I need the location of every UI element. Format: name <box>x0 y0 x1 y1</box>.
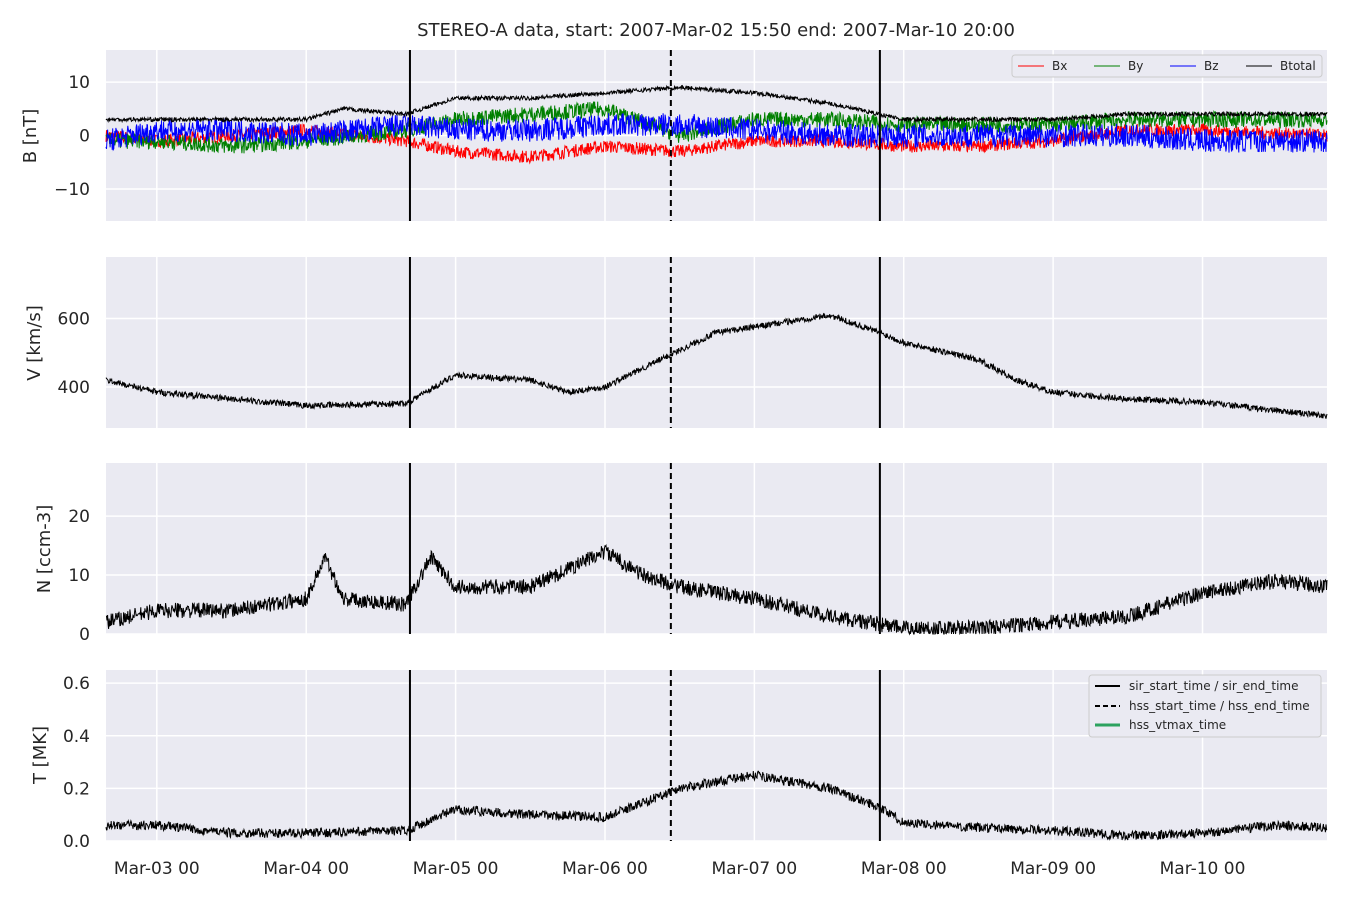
b-series-bz <box>105 113 1328 153</box>
t-legend-sir-label: sir_start_time / sir_end_time <box>1129 679 1299 693</box>
x-tick-label-6: Mar-09 00 <box>1010 859 1096 879</box>
x-tick-label-1: Mar-04 00 <box>263 859 349 879</box>
v-panel-y-ticks: 400 600 <box>58 310 90 398</box>
t-panel-event-lines <box>408 670 881 841</box>
n-panel-y-ticks: 0 10 20 <box>68 507 90 645</box>
b-panel-y-label: B [nT] <box>20 109 41 164</box>
n-panel-y-label: N [ccm-3] <box>34 505 55 594</box>
x-tick-label-3: Mar-06 00 <box>562 859 648 879</box>
chart-title: STEREO-A data, start: 2007-Mar-02 15:50 … <box>417 20 1015 41</box>
v-panel-grid <box>106 257 1327 428</box>
t-legend-vtmax-label: hss_vtmax_time <box>1129 718 1226 732</box>
n-y-tick-label-2: 20 <box>68 507 90 527</box>
n-y-tick-label-1: 10 <box>68 566 90 586</box>
t-series-t <box>105 770 1328 842</box>
v-series-v <box>105 312 1328 419</box>
b-y-tick-label-1: 0 <box>79 127 90 147</box>
t-legend-box <box>1088 674 1322 738</box>
b-panel-event-lines <box>408 50 881 221</box>
x-tick-label-5: Mar-08 00 <box>861 859 947 879</box>
b-legend-bz-label: Bz <box>1204 59 1219 73</box>
b-series-btotal <box>105 84 1328 124</box>
x-tick-label-0: Mar-03 00 <box>114 859 200 879</box>
b-field-panel: −10 0 10 B [nT] Bx By Bz Btotal <box>20 50 1328 221</box>
t-y-tick-label-3: 0.6 <box>63 674 90 694</box>
b-legend-by-label: By <box>1128 59 1143 73</box>
t-y-tick-label-0: 0.0 <box>63 832 90 852</box>
b-legend-btotal-label: Btotal <box>1280 59 1316 73</box>
t-legend: sir_start_time / sir_end_time hss_start_… <box>1088 674 1322 738</box>
b-legend: Bx By Bz Btotal <box>1011 54 1323 78</box>
t-panel-y-label: T [MK] <box>30 726 51 785</box>
b-panel-series <box>105 84 1328 165</box>
t-y-tick-label-1: 0.2 <box>63 779 90 799</box>
n-panel-background <box>106 463 1327 634</box>
v-panel-event-lines <box>408 257 881 428</box>
t-panel-series <box>105 770 1328 842</box>
b-y-tick-label-0: −10 <box>54 180 90 200</box>
b-legend-bx-label: Bx <box>1052 59 1067 73</box>
n-series-n <box>105 543 1328 636</box>
v-panel-y-label: V [km/s] <box>24 305 45 380</box>
x-tick-label-7: Mar-10 00 <box>1160 859 1246 879</box>
b-panel-y-ticks: −10 0 10 <box>54 73 90 200</box>
n-y-tick-label-0: 0 <box>79 625 90 645</box>
x-tick-label-4: Mar-07 00 <box>711 859 797 879</box>
x-axis-ticks: Mar-03 00 Mar-04 00 Mar-05 00 Mar-06 00 Mar-… <box>114 859 1245 879</box>
n-panel-series <box>105 543 1328 636</box>
v-y-tick-label-1: 600 <box>58 310 90 330</box>
t-legend-hss-label: hss_start_time / hss_end_time <box>1129 699 1310 713</box>
v-y-tick-label-0: 400 <box>58 378 90 398</box>
velocity-panel: 400 600 V [km/s] <box>24 257 1328 428</box>
n-panel-event-lines <box>408 463 881 634</box>
t-y-tick-label-2: 0.4 <box>63 727 90 747</box>
x-tick-label-2: Mar-05 00 <box>413 859 499 879</box>
b-y-tick-label-2: 10 <box>68 73 90 93</box>
n-panel-grid <box>106 463 1327 635</box>
temperature-panel: 0.0 0.2 0.4 0.6 T [MK] sir_start_time / sir… <box>30 670 1328 852</box>
v-panel-series <box>105 312 1328 419</box>
density-panel: 0 10 20 N [ccm-3] <box>34 463 1328 645</box>
t-panel-y-ticks: 0.0 0.2 0.4 0.6 <box>63 674 90 852</box>
b-legend-box <box>1011 54 1323 78</box>
